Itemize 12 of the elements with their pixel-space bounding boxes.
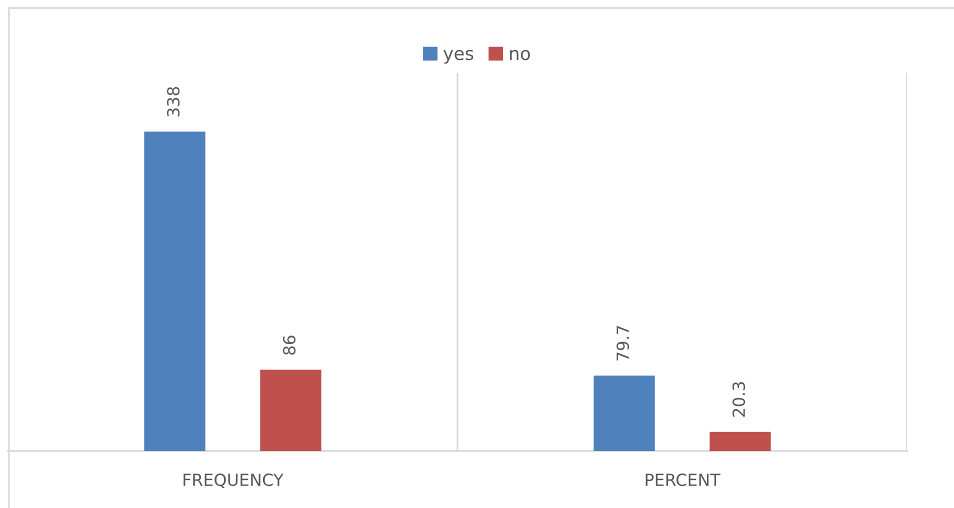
data-label: 79.7 bbox=[616, 326, 630, 360]
bar bbox=[710, 432, 771, 451]
legend-label: no bbox=[510, 50, 530, 60]
data-label: 338 bbox=[166, 87, 180, 116]
data-label: 86 bbox=[282, 336, 296, 355]
x-tick-label: PERCENT bbox=[646, 474, 720, 486]
bar bbox=[144, 132, 206, 451]
bar bbox=[260, 370, 322, 451]
legend-label: yes bbox=[443, 50, 474, 64]
x-tick-label: FREQUENCY bbox=[184, 474, 284, 488]
bar bbox=[594, 376, 655, 451]
data-label: 20.3 bbox=[732, 382, 746, 417]
